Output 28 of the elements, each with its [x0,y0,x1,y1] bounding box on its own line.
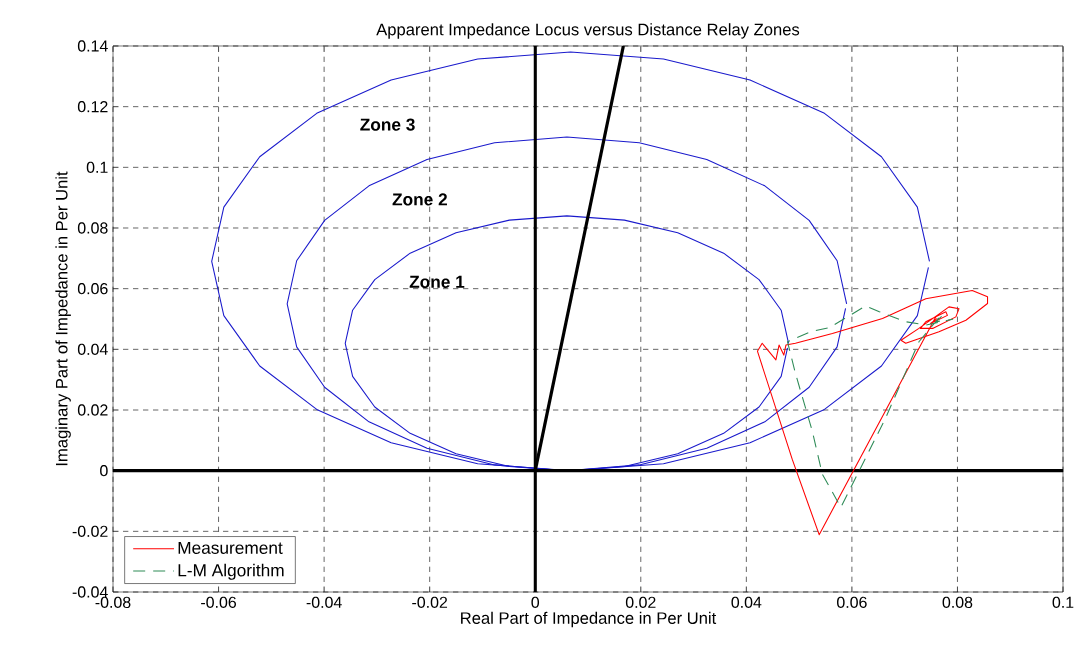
legend-label: Measurement [178,541,283,554]
y-axis-title: Imaginary Part of Impedance in Per Unit [55,171,71,466]
y-tick-label: 0.14 [77,40,108,52]
x-tick-label: -0.02 [412,596,448,608]
annotation: Zone 3 [360,118,415,131]
y-tick-label: 0.08 [77,222,108,234]
x-tick-label: 0.02 [625,596,656,608]
x-tick-label: 0.04 [731,596,762,608]
x-axis-title: Real Part of Impedance in Per Unit [461,611,717,628]
y-tick-label: 0.12 [77,101,108,113]
y-tick-label: -0.04 [72,586,108,598]
y-tick-label: 0 [100,465,108,477]
annotation: Zone 2 [392,193,447,206]
y-tick-label: 0.02 [77,404,108,416]
annotation: Zone 1 [409,275,465,288]
y-tick-label: 0.1 [86,161,108,173]
x-tick-label: 0.06 [837,596,867,608]
x-tick-label: -0.04 [306,596,342,608]
x-tick-label: 0.08 [942,596,973,608]
x-tick-label: 0 [531,596,540,608]
x-tick-label: -0.06 [201,596,237,608]
y-tick-label: -0.02 [72,525,108,537]
x-tick-label: 0.1 [1052,596,1074,608]
y-tick-label: 0.06 [77,283,108,295]
legend-label: L-M Algorithm [178,563,284,580]
chart-title: Apparent Impedance Locus versus Distance Relay Zones [376,23,800,39]
x-tick-label: -0.08 [95,596,131,608]
y-tick-label: 0.04 [77,343,108,355]
